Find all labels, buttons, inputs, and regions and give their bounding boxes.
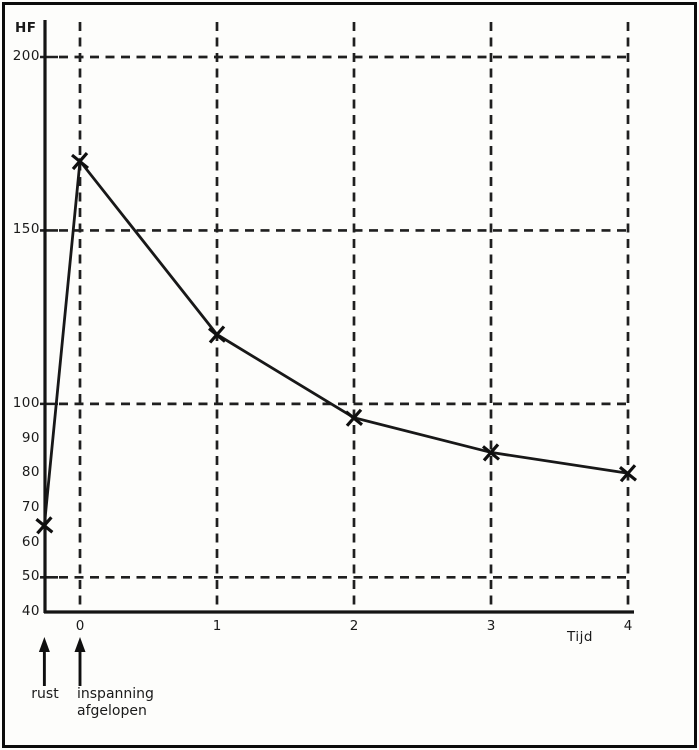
y-tick-label: 200 [12, 48, 40, 64]
y-tick-label: 40 [21, 603, 40, 619]
y-tick-label: 50 [21, 568, 40, 585]
y-tick-label: 90 [21, 429, 40, 446]
y-tick-label: 60 [21, 533, 40, 550]
data-point-marker [36, 516, 53, 535]
annotation-rust-text: rust [31, 686, 59, 702]
data-point-marker [482, 443, 500, 462]
data-point-marker [345, 408, 363, 427]
y-tick-label: 100 [12, 394, 40, 411]
y-tick-label: 150 [12, 221, 40, 238]
series-line [42, 157, 629, 526]
x-tick-label: 1 [212, 618, 222, 634]
data-point-marker [208, 325, 226, 344]
up-arrow-icon [38, 637, 50, 652]
data-point-marker [71, 152, 89, 171]
annotation-rust: rust [15, 686, 75, 703]
annotation-inspanning-line1: inspanning [77, 686, 154, 702]
x-tick-label: 3 [486, 618, 496, 634]
y-axis-title: HF [15, 20, 37, 36]
data-point-marker [619, 464, 637, 483]
x-axis-title: Tijd [567, 629, 593, 645]
annotation-inspanning-line2: afgelopen [77, 702, 147, 719]
annotation-inspanning-afgelopen: inspanning afgelopen [77, 686, 154, 719]
y-tick-label: 80 [21, 464, 40, 481]
x-tick-label: 4 [623, 618, 633, 634]
y-tick-label: 70 [21, 498, 40, 515]
up-arrow-icon [74, 637, 86, 652]
x-tick-label: 2 [349, 618, 359, 634]
x-tick-label: 0 [75, 618, 85, 634]
